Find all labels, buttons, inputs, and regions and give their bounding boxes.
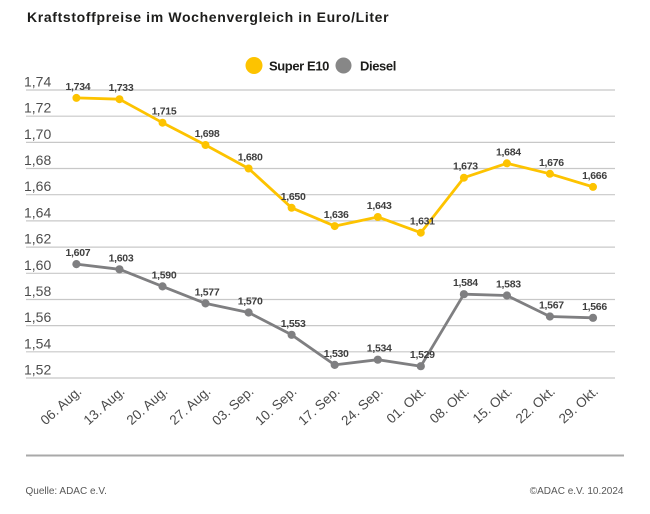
svg-text:1,643: 1,643 <box>367 200 392 212</box>
svg-text:1,673: 1,673 <box>453 161 478 173</box>
svg-text:1,733: 1,733 <box>109 82 134 94</box>
svg-text:1,62: 1,62 <box>24 231 51 247</box>
svg-text:1,553: 1,553 <box>281 318 306 330</box>
svg-text:1,590: 1,590 <box>152 269 177 281</box>
svg-text:1,54: 1,54 <box>24 335 51 351</box>
svg-text:1,636: 1,636 <box>324 209 349 221</box>
svg-text:1,584: 1,584 <box>453 277 478 289</box>
svg-text:1,74: 1,74 <box>24 74 51 90</box>
svg-text:1,567: 1,567 <box>539 300 564 312</box>
svg-text:1,607: 1,607 <box>66 247 91 259</box>
svg-text:1,684: 1,684 <box>496 146 521 158</box>
svg-text:1,577: 1,577 <box>195 286 220 298</box>
svg-text:1,698: 1,698 <box>195 128 220 140</box>
svg-text:1,666: 1,666 <box>582 170 607 182</box>
svg-text:1,52: 1,52 <box>24 362 51 378</box>
svg-text:1,70: 1,70 <box>24 126 51 142</box>
svg-text:1,534: 1,534 <box>367 343 392 355</box>
svg-text:1,583: 1,583 <box>496 279 521 291</box>
svg-text:1,68: 1,68 <box>24 152 51 168</box>
svg-text:1,58: 1,58 <box>24 283 51 299</box>
svg-text:©ADAC e.V. 10.2024: ©ADAC e.V. 10.2024 <box>530 486 624 497</box>
svg-text:1,66: 1,66 <box>24 178 51 194</box>
svg-text:1,715: 1,715 <box>152 106 177 118</box>
svg-text:1,631: 1,631 <box>410 216 435 228</box>
svg-text:1,566: 1,566 <box>582 301 607 313</box>
svg-text:1,530: 1,530 <box>324 348 349 360</box>
svg-text:Kraftstoffpreise im Wochenverg: Kraftstoffpreise im Wochenvergleich in E… <box>27 9 389 25</box>
svg-text:1,650: 1,650 <box>281 191 306 203</box>
svg-text:1,603: 1,603 <box>109 252 134 264</box>
svg-text:1,60: 1,60 <box>24 257 51 273</box>
svg-text:Quelle: ADAC e.V.: Quelle: ADAC e.V. <box>26 486 107 497</box>
svg-text:1,529: 1,529 <box>410 349 435 361</box>
svg-text:1,72: 1,72 <box>24 100 51 116</box>
svg-text:1,680: 1,680 <box>238 152 263 164</box>
svg-text:1,570: 1,570 <box>238 296 263 308</box>
svg-text:1,64: 1,64 <box>24 204 51 220</box>
svg-text:1,56: 1,56 <box>24 309 51 325</box>
svg-text:1,676: 1,676 <box>539 157 564 169</box>
svg-text:Super E10: Super E10 <box>269 59 329 74</box>
svg-text:1,734: 1,734 <box>66 81 91 93</box>
svg-text:Diesel: Diesel <box>360 59 396 74</box>
